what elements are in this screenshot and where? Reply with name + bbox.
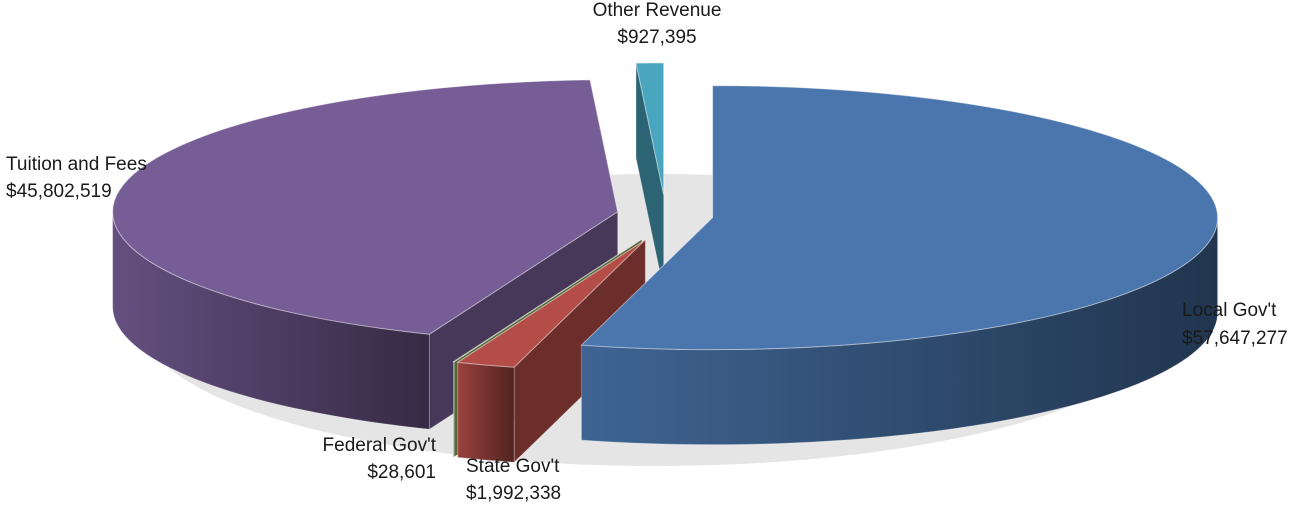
label-state-gov-t-value: $1,992,338 bbox=[466, 483, 561, 504]
label-other-revenue-name: Other Revenue bbox=[593, 0, 722, 21]
slice-tuition-and-fees bbox=[112, 79, 619, 335]
label-tuition-and-fees-name: Tuition and Fees bbox=[6, 154, 147, 175]
slice-local-gov-t bbox=[580, 85, 1219, 351]
slice-federal-gov-t-outer-side bbox=[453, 361, 455, 458]
slice-labels: Local Gov't $57,647,277 State Gov't $1,992,… bbox=[6, 0, 1288, 504]
label-federal-gov-t-value: $28,601 bbox=[367, 462, 436, 483]
slice-state-gov-t-outer-side bbox=[457, 361, 515, 463]
slice-other-revenue bbox=[635, 62, 665, 196]
pie-slice-tops bbox=[112, 62, 1219, 368]
slice-federal-gov-t bbox=[452, 238, 643, 363]
label-local-gov-t-value: $57,647,277 bbox=[1182, 328, 1288, 349]
label-tuition-and-fees-value: $45,802,519 bbox=[6, 181, 112, 202]
label-local-gov-t-name: Local Gov't bbox=[1182, 300, 1277, 321]
label-state-gov-t-name: State Gov't bbox=[466, 456, 560, 477]
slice-state-gov-t bbox=[456, 239, 646, 368]
label-other-revenue-value: $927,395 bbox=[617, 27, 696, 48]
label-federal-gov-t-name: Federal Gov't bbox=[323, 435, 437, 456]
